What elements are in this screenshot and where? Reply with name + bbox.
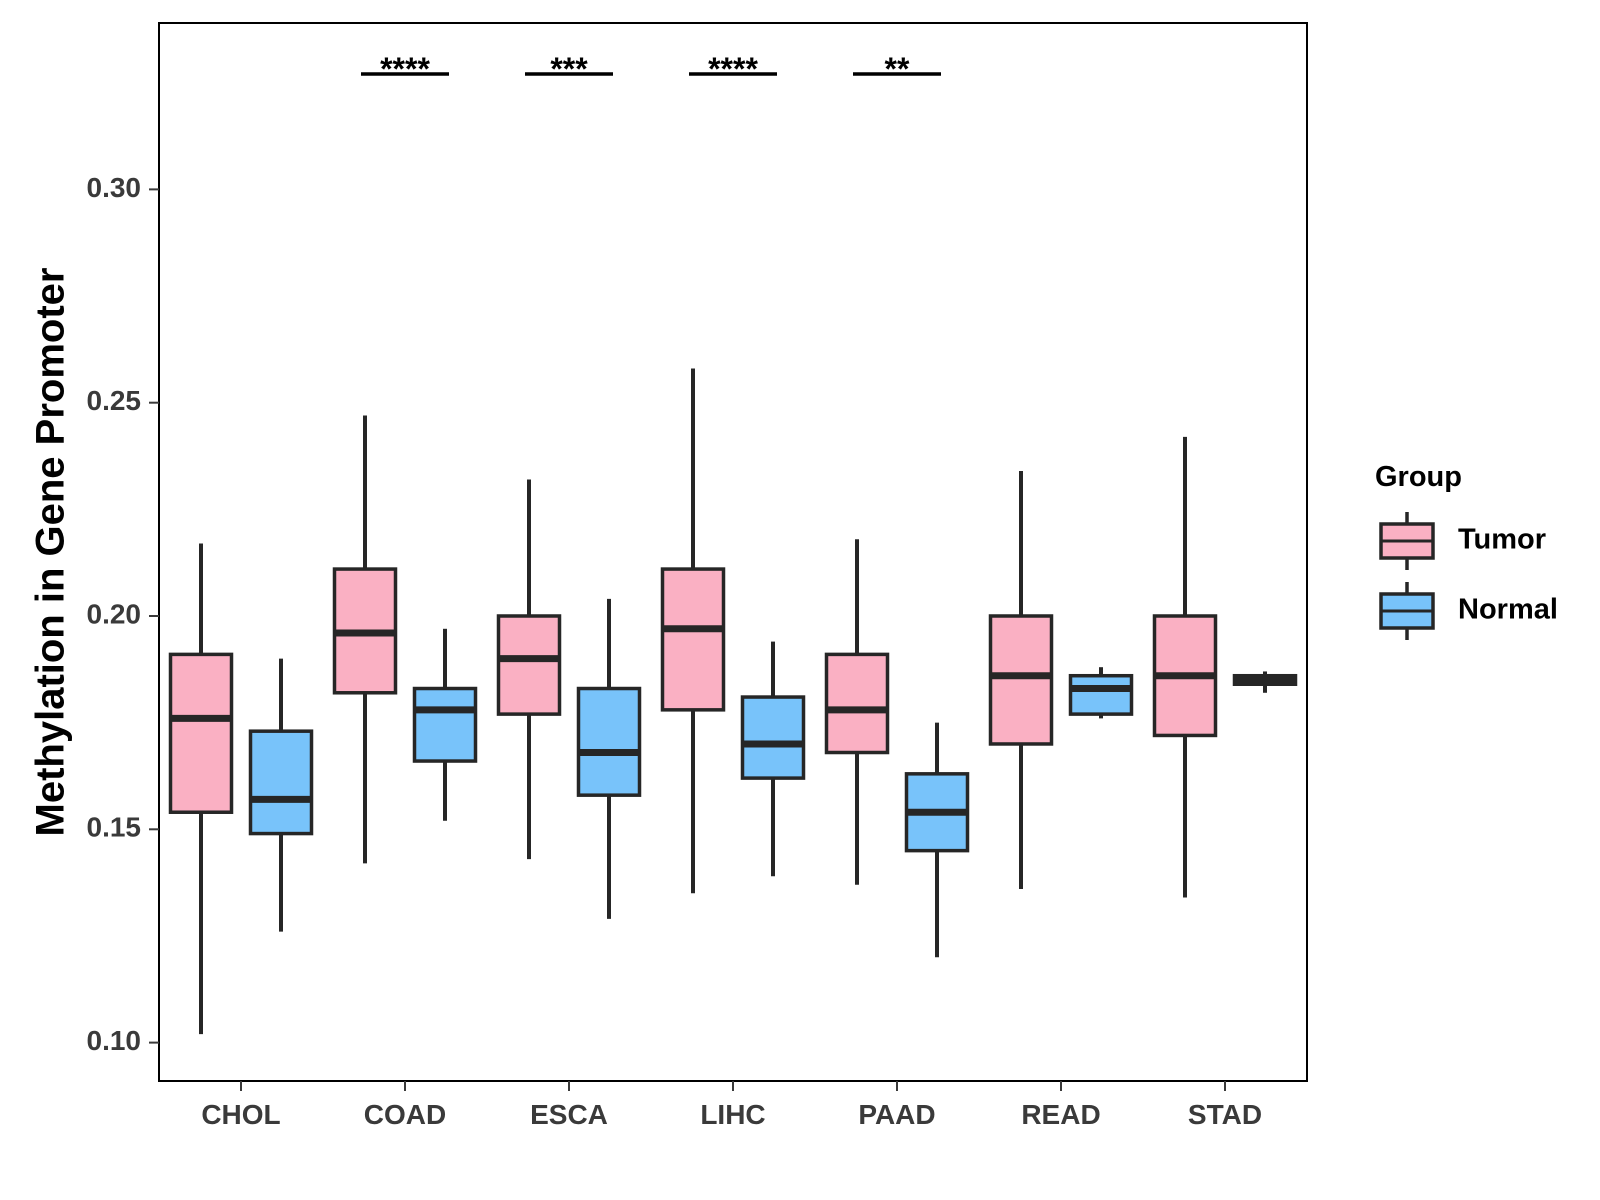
box-tumor-chol (168, 543, 234, 1035)
x-tick-label: COAD (364, 1099, 446, 1130)
box-iqr (496, 614, 562, 716)
box-iqr (988, 614, 1054, 746)
x-tick-label: CHOL (201, 1099, 280, 1130)
box-tumor-read (988, 470, 1054, 890)
x-tick-label: LIHC (700, 1099, 765, 1130)
box-tumor-paad (824, 539, 890, 885)
significance-label: ** (885, 51, 910, 87)
legend-item-tumor: Tumor (1379, 512, 1546, 570)
box-iqr (740, 695, 806, 780)
significance-label: **** (708, 51, 758, 87)
box-tumor-esca (496, 479, 562, 860)
y-tick-label: 0.20 (87, 598, 142, 629)
y-tick-label: 0.10 (87, 1025, 142, 1056)
box-iqr (660, 567, 726, 712)
y-axis-title: Methylation in Gene Promoter (29, 268, 73, 837)
legend: Group Tumor Normal (1375, 461, 1558, 640)
x-tick-label: PAAD (858, 1099, 935, 1130)
legend-label: Tumor (1458, 524, 1546, 556)
box-iqr (168, 652, 234, 814)
box-iqr (412, 686, 478, 763)
box-iqr (824, 652, 890, 755)
legend-label: Normal (1458, 594, 1558, 626)
box-normal-stad (1232, 671, 1298, 693)
y-tick-label: 0.15 (87, 812, 142, 843)
box-iqr (248, 729, 314, 836)
box-normal-paad (904, 722, 970, 958)
y-tick-label: 0.30 (87, 172, 142, 203)
axes: 0.10 0.15 0.20 0.25 0.30 CHOL COAD ESCA LIHC PAAD… (87, 51, 1263, 1130)
significance-label: *** (550, 51, 588, 87)
x-tick-label: STAD (1188, 1099, 1262, 1130)
box-iqr (576, 686, 642, 797)
x-tick-label: READ (1021, 1099, 1100, 1130)
legend-title: Group (1375, 461, 1462, 493)
box-tumor-stad (1152, 436, 1218, 898)
plot-area (168, 368, 1298, 1035)
box-tumor-lihc (660, 368, 726, 894)
box-normal-lihc (740, 641, 806, 877)
x-tick-label: ESCA (530, 1099, 608, 1130)
box-normal-chol (248, 658, 314, 932)
legend-item-normal: Normal (1379, 582, 1558, 640)
box-normal-esca (576, 598, 642, 919)
box-normal-coad (412, 628, 478, 821)
significance-label: **** (380, 51, 430, 87)
y-tick-label: 0.25 (87, 385, 142, 416)
legend-items: Tumor Normal (1379, 512, 1558, 640)
box-normal-read (1068, 667, 1134, 719)
box-iqr (1068, 673, 1134, 716)
box-tumor-coad (332, 415, 398, 864)
